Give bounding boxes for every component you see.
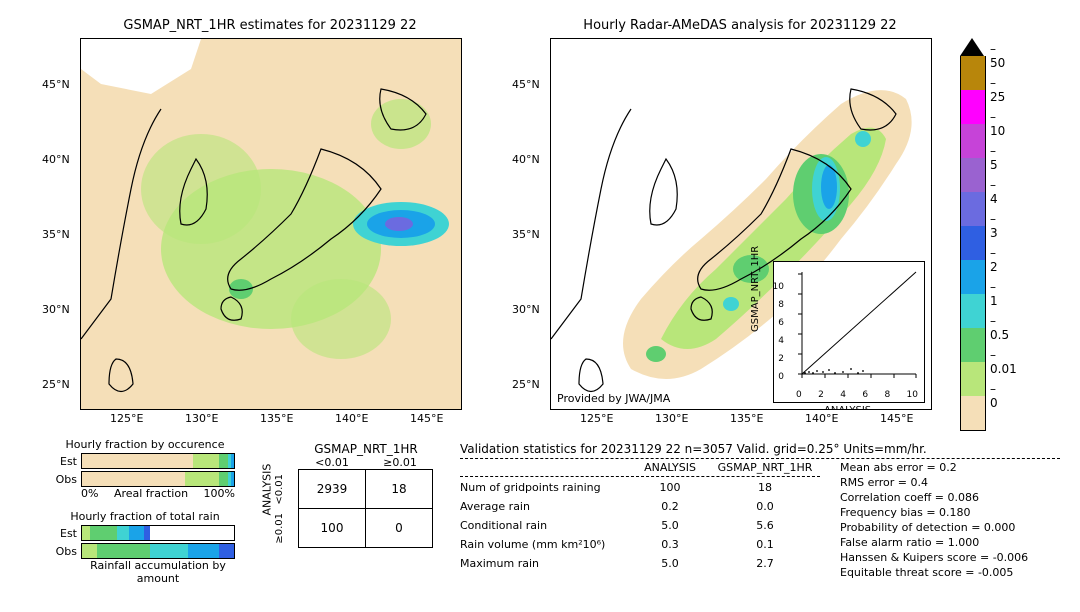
left-map-title: GSMAP_NRT_1HR estimates for 20231129 22: [70, 18, 470, 33]
provider-label: Provided by JWA/JMA: [557, 392, 670, 405]
right-map: Provided by JWA/JMA 0246810 ANALYSIS 108…: [550, 38, 932, 410]
right-map-title: Hourly Radar-AMeDAS analysis for 2023112…: [540, 18, 940, 33]
occurrence-block: Hourly fraction by occurence Est Obs 0% …: [55, 438, 235, 500]
scatter-inset: 0246810 ANALYSIS 1086420 GSMAP_NRT_1HR: [773, 261, 925, 403]
colorbar: [960, 38, 986, 431]
validation-block: Validation statistics for 20231129 22 n=…: [460, 442, 1060, 581]
scatter-ylabel: GSMAP_NRT_1HR: [750, 246, 761, 332]
scatter-xlabel: ANALYSIS: [824, 405, 871, 410]
totalrain-block: Hourly fraction of total rain Est Obs Ra…: [55, 510, 235, 585]
contingency-table: GSMAP_NRT_1HR <0.01 ≥0.01 ANALYSIS <0.01…: [260, 442, 434, 548]
left-map: [80, 38, 462, 410]
